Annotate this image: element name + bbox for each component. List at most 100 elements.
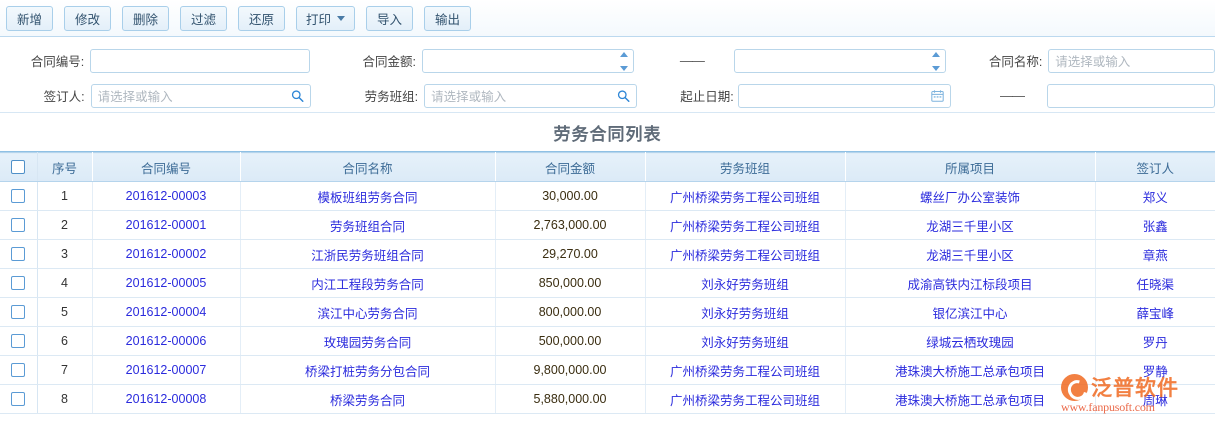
cell-contract-no[interactable]: 201612-00008 [92,384,241,414]
row-checkbox[interactable] [11,363,26,378]
row-checkbox-cell[interactable] [0,239,38,269]
restore-button[interactable]: 还原 [238,5,285,31]
row-checkbox[interactable] [11,189,26,204]
labor-team-label: 劳务班组: [364,90,419,104]
cell-signer[interactable]: 张鑫 [1095,210,1215,240]
row-checkbox[interactable] [11,392,26,407]
table-row[interactable]: 2 201612-00001 劳务班组合同 2,763,000.00 广州桥梁劳… [0,210,1215,240]
row-checkbox-cell[interactable] [0,355,38,385]
cell-project[interactable]: 龙湖三千里小区 [845,210,1096,240]
export-button[interactable]: 输出 [424,5,472,31]
cell-contract-name[interactable]: 内江工程段劳务合同 [240,268,496,298]
signer-input[interactable]: 请选择或输入 [90,83,312,108]
cell-signer[interactable]: 任晓渠 [1095,268,1215,298]
print-button[interactable]: 打印 [296,5,356,31]
row-checkbox-cell[interactable] [0,181,38,211]
table-row[interactable]: 4 201612-00005 内江工程段劳务合同 850,000.00 刘永好劳… [0,268,1215,298]
cell-project[interactable]: 螺丝厂办公室装饰 [845,181,1096,211]
col-header-project[interactable]: 所属项目 [845,152,1096,182]
table-row[interactable]: 8 201612-00008 桥梁劳务合同 5,880,000.00 广州桥梁劳… [0,384,1215,414]
row-checkbox-cell[interactable] [0,210,38,240]
cell-labor-team[interactable]: 广州桥梁劳务工程公司班组 [645,384,846,414]
cell-project[interactable]: 成渝高铁内江标段项目 [845,268,1096,298]
col-header-signer[interactable]: 签订人 [1095,152,1215,182]
table-row[interactable]: 7 201612-00007 桥梁打桩劳务分包合同 9,800,000.00 广… [0,355,1215,385]
select-all-header[interactable] [0,152,38,182]
row-checkbox-cell[interactable] [0,326,38,356]
cell-signer[interactable]: 薛宝峰 [1095,297,1215,327]
cell-signer[interactable]: 罗静 [1095,355,1215,385]
table-row[interactable]: 1 201612-00003 模板班组劳务合同 30,000.00 广州桥梁劳务… [0,181,1215,211]
cell-contract-name[interactable]: 劳务班组合同 [240,210,496,240]
contract-no-input[interactable] [90,48,310,73]
table-row[interactable]: 5 201612-00004 滨江中心劳务合同 800,000.00 刘永好劳务… [0,297,1215,327]
col-header-contract-name[interactable]: 合同名称 [240,152,496,182]
export-button-label: 输出 [435,12,461,27]
cell-contract-name[interactable]: 桥梁劳务合同 [240,384,496,414]
filter-button[interactable]: 过滤 [180,5,227,31]
cell-project[interactable]: 绿城云栖玫瑰园 [845,326,1096,356]
cell-labor-team[interactable]: 广州桥梁劳务工程公司班组 [645,355,846,385]
labor-team-input[interactable]: 请选择或输入 [424,83,637,108]
cell-contract-no[interactable]: 201612-00005 [92,268,241,298]
cell-contract-name[interactable]: 江浙民劳务班组合同 [240,239,496,269]
cell-project[interactable]: 龙湖三千里小区 [845,239,1096,269]
cell-contract-amount: 800,000.00 [495,297,646,327]
cell-labor-team[interactable]: 广州桥梁劳务工程公司班组 [645,239,846,269]
contract-amount-input[interactable] [421,48,634,73]
cell-labor-team[interactable]: 刘永好劳务班组 [645,268,846,298]
row-checkbox[interactable] [11,305,26,320]
row-checkbox-cell[interactable] [0,297,38,327]
row-checkbox[interactable] [11,276,26,291]
table-row[interactable]: 6 201612-00006 玫瑰园劳务合同 500,000.00 刘永好劳务班… [0,326,1215,356]
edit-button[interactable]: 修改 [64,5,111,31]
search-icon[interactable] [617,89,630,102]
spinner-icon[interactable] [620,51,629,71]
cell-labor-team[interactable]: 广州桥梁劳务工程公司班组 [645,181,846,211]
row-checkbox[interactable] [11,334,26,349]
col-header-contract-no[interactable]: 合同编号 [92,152,241,182]
cell-contract-amount: 850,000.00 [495,268,646,298]
cell-project[interactable]: 银亿滨江中心 [845,297,1096,327]
signer-label: 签订人: [43,90,85,104]
cell-labor-team[interactable]: 刘永好劳务班组 [645,297,846,327]
cell-signer[interactable]: 郑义 [1095,181,1215,211]
cell-contract-name[interactable]: 滨江中心劳务合同 [240,297,496,327]
cell-labor-team[interactable]: 广州桥梁劳务工程公司班组 [645,210,846,240]
date-range-to-input[interactable] [1047,83,1215,108]
add-button[interactable]: 新增 [6,5,53,31]
cell-signer[interactable]: 罗丹 [1095,326,1215,356]
row-checkbox-cell[interactable] [0,384,38,414]
cell-signer[interactable]: 周琳 [1095,384,1215,414]
contract-amount-to-input[interactable] [734,48,946,73]
cell-project[interactable]: 港珠澳大桥施工总承包项目 [845,384,1096,414]
cell-contract-no[interactable]: 201612-00002 [92,239,241,269]
cell-contract-no[interactable]: 201612-00004 [92,297,241,327]
cell-contract-name[interactable]: 玫瑰园劳务合同 [240,326,496,356]
select-all-checkbox[interactable] [11,160,26,175]
search-icon[interactable] [291,89,304,102]
cell-signer[interactable]: 章燕 [1095,239,1215,269]
row-checkbox-cell[interactable] [0,268,38,298]
cell-labor-team[interactable]: 刘永好劳务班组 [645,326,846,356]
cell-contract-no[interactable]: 201612-00006 [92,326,241,356]
cell-contract-no[interactable]: 201612-00007 [92,355,241,385]
col-header-index[interactable]: 序号 [37,152,93,182]
cell-contract-no[interactable]: 201612-00003 [92,181,241,211]
contract-name-input[interactable]: 请选择或输入 [1048,48,1215,73]
date-range-input[interactable] [737,83,951,108]
cell-project[interactable]: 港珠澳大桥施工总承包项目 [845,355,1096,385]
delete-button[interactable]: 删除 [122,5,169,31]
table-row[interactable]: 3 201612-00002 江浙民劳务班组合同 29,270.00 广州桥梁劳… [0,239,1215,269]
cell-contract-name[interactable]: 模板班组劳务合同 [240,181,496,211]
cell-contract-name[interactable]: 桥梁打桩劳务分包合同 [240,355,496,385]
spinner-icon[interactable] [932,51,941,71]
col-header-contract-amount[interactable]: 合同金额 [495,152,646,182]
row-checkbox[interactable] [11,218,26,233]
cell-contract-no[interactable]: 201612-00001 [92,210,241,240]
import-button[interactable]: 导入 [366,5,414,31]
labor-team-placeholder: 请选择或输入 [431,90,507,104]
row-checkbox[interactable] [11,247,26,262]
calendar-icon[interactable] [930,89,944,102]
col-header-labor-team[interactable]: 劳务班组 [645,152,846,182]
